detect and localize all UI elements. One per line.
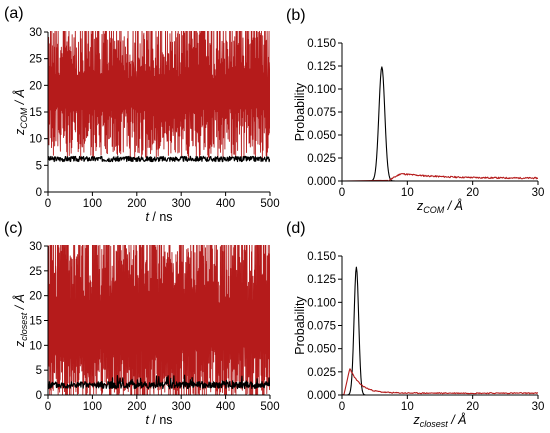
panel-label: (a) (4, 5, 24, 22)
series-line-red (48, 31, 270, 161)
y-tick-label: 10 (29, 134, 42, 146)
x-tick-label: 0 (339, 187, 345, 199)
y-label-unit: / Å (12, 294, 27, 313)
y-tick-label: 30 (29, 27, 42, 39)
panel-label: (d) (286, 220, 306, 237)
x-tick-label: 500 (260, 401, 279, 413)
series-line-red (342, 173, 538, 181)
x-tick-label: 300 (172, 401, 191, 413)
y-tick-label: 15 (29, 316, 42, 328)
series-line-black (48, 155, 270, 163)
y-tick-label: 0.050 (307, 130, 336, 142)
plot-area (342, 266, 538, 395)
y-tick-label: 10 (29, 340, 42, 352)
y-axis-label: zCOM / Å (12, 89, 29, 136)
y-tick-label: 0.000 (307, 390, 336, 402)
x-label-sub: closest (420, 419, 449, 429)
x-label-var: z (412, 413, 420, 427)
x-tick-label: 300 (172, 198, 191, 210)
x-label-sub: COM (423, 205, 445, 215)
y-label-sub: closest (19, 312, 29, 341)
x-label-var: z (416, 199, 424, 213)
series-line-black (342, 66, 538, 181)
x-tick-label: 30 (532, 401, 545, 413)
plot-area (48, 31, 270, 163)
y-tick-label: 0.025 (307, 153, 336, 165)
x-label-var: t (145, 413, 149, 427)
x-label-unit: / ns (149, 413, 173, 427)
series-line-red (48, 245, 270, 395)
y-label-var: z (13, 128, 27, 136)
x-label-unit: / Å (444, 198, 463, 213)
y-axis-label: zclosest / Å (12, 294, 29, 348)
y-tick-label: 15 (29, 107, 42, 119)
x-axis-label: zclosest / Å (412, 412, 466, 429)
y-tick-label: 0 (36, 390, 42, 402)
y-tick-label: 0.000 (307, 176, 336, 188)
x-label-unit: / ns (149, 210, 173, 224)
x-tick-label: 100 (83, 198, 102, 210)
x-tick-label: 10 (401, 401, 414, 413)
y-label-unit: / Å (12, 89, 27, 108)
y-tick-label: 0.100 (307, 84, 336, 96)
y-tick-label: 0.125 (307, 61, 336, 73)
y-tick-label: 25 (29, 54, 42, 66)
series-line-black (48, 374, 270, 390)
panel-a: (a) 0 100 200 300 400 500 0 5 10 15 20 25 30 t / ns zCO… (4, 5, 280, 224)
y-tick-label: 0.150 (307, 251, 336, 263)
x-tick-label: 400 (216, 401, 235, 413)
y-tick-label: 0.050 (307, 344, 336, 356)
x-axis-label: t / ns (145, 413, 172, 427)
y-tick-label: 0 (36, 187, 42, 199)
y-tick-label: 0.075 (307, 321, 336, 333)
x-label-var: t (145, 210, 149, 224)
y-tick-label: 0.125 (307, 274, 336, 286)
y-tick-label: 5 (36, 160, 42, 172)
x-tick-label: 500 (260, 198, 279, 210)
x-tick-label: 200 (127, 401, 146, 413)
x-label-unit: / Å (448, 412, 467, 427)
x-tick-label: 0 (339, 401, 345, 413)
y-tick-label: 0.100 (307, 297, 336, 309)
x-tick-label: 20 (466, 187, 479, 199)
x-tick-label: 200 (127, 198, 146, 210)
x-tick-label: 10 (401, 187, 414, 199)
x-tick-label: 20 (466, 401, 479, 413)
y-axis-label: Probability (293, 296, 307, 355)
x-axis-label: t / ns (145, 210, 172, 224)
y-tick-label: 20 (29, 291, 42, 303)
panel-label: (b) (286, 7, 306, 24)
y-tick-label: 0.150 (307, 38, 336, 50)
series-line-red (342, 368, 538, 395)
x-tick-label: 0 (45, 401, 51, 413)
panel-d: (d) 0 10 20 30 0.000 0.025 0.050 0.075 0.100 0.125… (286, 220, 544, 429)
y-tick-label: 0.025 (307, 367, 336, 379)
y-label-sub: COM (19, 107, 29, 129)
y-axis-label: Probability (293, 82, 307, 141)
plot-area (48, 245, 270, 395)
panel-label: (c) (4, 220, 23, 237)
panel-c: (c) 0 100 200 300 400 500 0 5 10 15 20 25 30 t / ns zcl… (4, 220, 280, 427)
x-tick-label: 100 (83, 401, 102, 413)
x-tick-label: 0 (45, 198, 51, 210)
x-axis-label: zCOM / Å (416, 198, 463, 215)
y-tick-label: 5 (36, 365, 42, 377)
plot-area (342, 66, 538, 181)
y-tick-label: 25 (29, 266, 42, 278)
panel-b: (b) 0 10 20 30 0.000 0.025 0.050 0.075 0.100 0.125… (286, 7, 544, 215)
y-tick-label: 20 (29, 80, 42, 92)
x-tick-label: 30 (532, 187, 545, 199)
y-tick-label: 0.075 (307, 107, 336, 119)
y-label-var: z (13, 340, 27, 348)
x-tick-label: 400 (216, 198, 235, 210)
series-line-black (342, 266, 538, 395)
y-tick-label: 30 (29, 241, 42, 253)
